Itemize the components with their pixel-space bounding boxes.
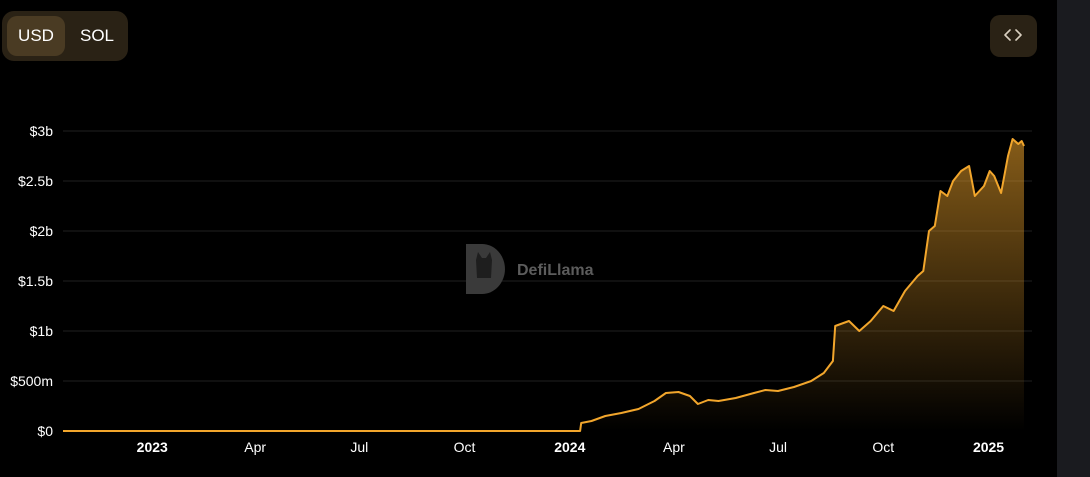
y-tick-label: $0 xyxy=(37,423,53,439)
y-tick-label: $1b xyxy=(30,323,54,339)
watermark-text: DefiLlama xyxy=(517,262,594,279)
code-brackets-icon xyxy=(1004,29,1022,41)
y-axis: $0 $500m $1b $1.5b $2b $2.5b $3b xyxy=(10,123,53,439)
x-tick-label: 2023 xyxy=(137,439,168,455)
page-scroll-strip xyxy=(1057,0,1090,477)
y-tick-label: $2b xyxy=(30,223,54,239)
x-tick-label: Jul xyxy=(350,439,368,455)
defillama-watermark: DefiLlama xyxy=(466,244,594,294)
sol-toggle-button[interactable]: SOL xyxy=(68,16,126,56)
tvl-series-line xyxy=(63,138,1025,432)
tvl-area-fill xyxy=(63,139,1024,431)
x-tick-label: Oct xyxy=(454,439,476,455)
y-tick-label: $2.5b xyxy=(18,173,53,189)
x-tick-label: 2025 xyxy=(973,439,1004,455)
x-tick-label: Jul xyxy=(769,439,787,455)
x-tick-label: Apr xyxy=(244,439,266,455)
y-tick-label: $500m xyxy=(10,373,53,389)
embed-code-button[interactable] xyxy=(990,15,1037,57)
x-tick-label: Apr xyxy=(663,439,685,455)
llama-logo-icon xyxy=(466,244,505,294)
y-tick-label: $3b xyxy=(30,123,54,139)
x-axis: 2023 Apr Jul Oct 2024 Apr Jul Oct 2025 xyxy=(137,439,1005,455)
tvl-area-chart: DefiLlama $0 $500m $1b $1.5b $2b $2.5b $3b 202… xyxy=(10,123,1032,455)
currency-toggle: USD SOL xyxy=(2,11,128,61)
x-tick-label: 2024 xyxy=(554,439,585,455)
usd-toggle-button[interactable]: USD xyxy=(7,16,65,56)
x-tick-label: Oct xyxy=(872,439,894,455)
y-tick-label: $1.5b xyxy=(18,273,53,289)
